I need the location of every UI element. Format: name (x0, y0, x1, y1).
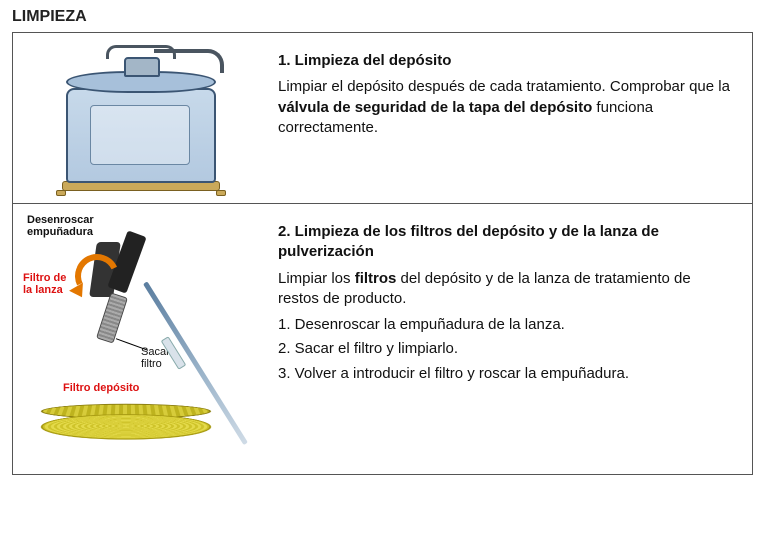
label-filtro-deposito: Filtro depósito (63, 382, 139, 394)
step-body: Limpiar el depósito después de cada trat… (278, 77, 730, 138)
list-item: 1. Desenroscar la empuñadura de la lanza… (278, 315, 730, 335)
page-title: LIMPIEZA (12, 8, 753, 26)
step-text: 1. Limpieza del depósito Limpiar el depó… (268, 33, 752, 203)
step-heading: 2. Limpieza de los filtros del depósito … (278, 222, 730, 263)
illustration-tank (13, 33, 268, 203)
label-desenroscar: Desenroscar empuñadura (27, 214, 117, 238)
step-text: 2. Limpieza de los filtros del depósito … (268, 204, 752, 474)
bold-text: filtros (355, 270, 397, 287)
bold-text: válvula de seguridad de la tapa del depó… (278, 99, 592, 116)
text: Limpiar el depósito después de cada trat… (278, 78, 730, 95)
list-item: 3. Volver a introducir el filtro y rosca… (278, 364, 730, 384)
table-row: Desenroscar empuñadura Filtro de la lanz… (13, 204, 752, 474)
step-heading: 1. Limpieza del depósito (278, 51, 730, 71)
substep-list: 1. Desenroscar la empuñadura de la lanza… (278, 315, 730, 384)
deposit-filter-icon (35, 414, 217, 440)
instruction-table: 1. Limpieza del depósito Limpiar el depó… (12, 32, 753, 475)
lance-filter-icon (96, 292, 128, 343)
table-row: 1. Limpieza del depósito Limpiar el depó… (13, 33, 752, 204)
step-body: Limpiar los filtros del depósito y de la… (278, 269, 730, 310)
illustration-lance: Desenroscar empuñadura Filtro de la lanz… (13, 204, 268, 474)
text: Limpiar los (278, 270, 355, 287)
list-item: 2. Sacar el filtro y limpiarlo. (278, 339, 730, 359)
